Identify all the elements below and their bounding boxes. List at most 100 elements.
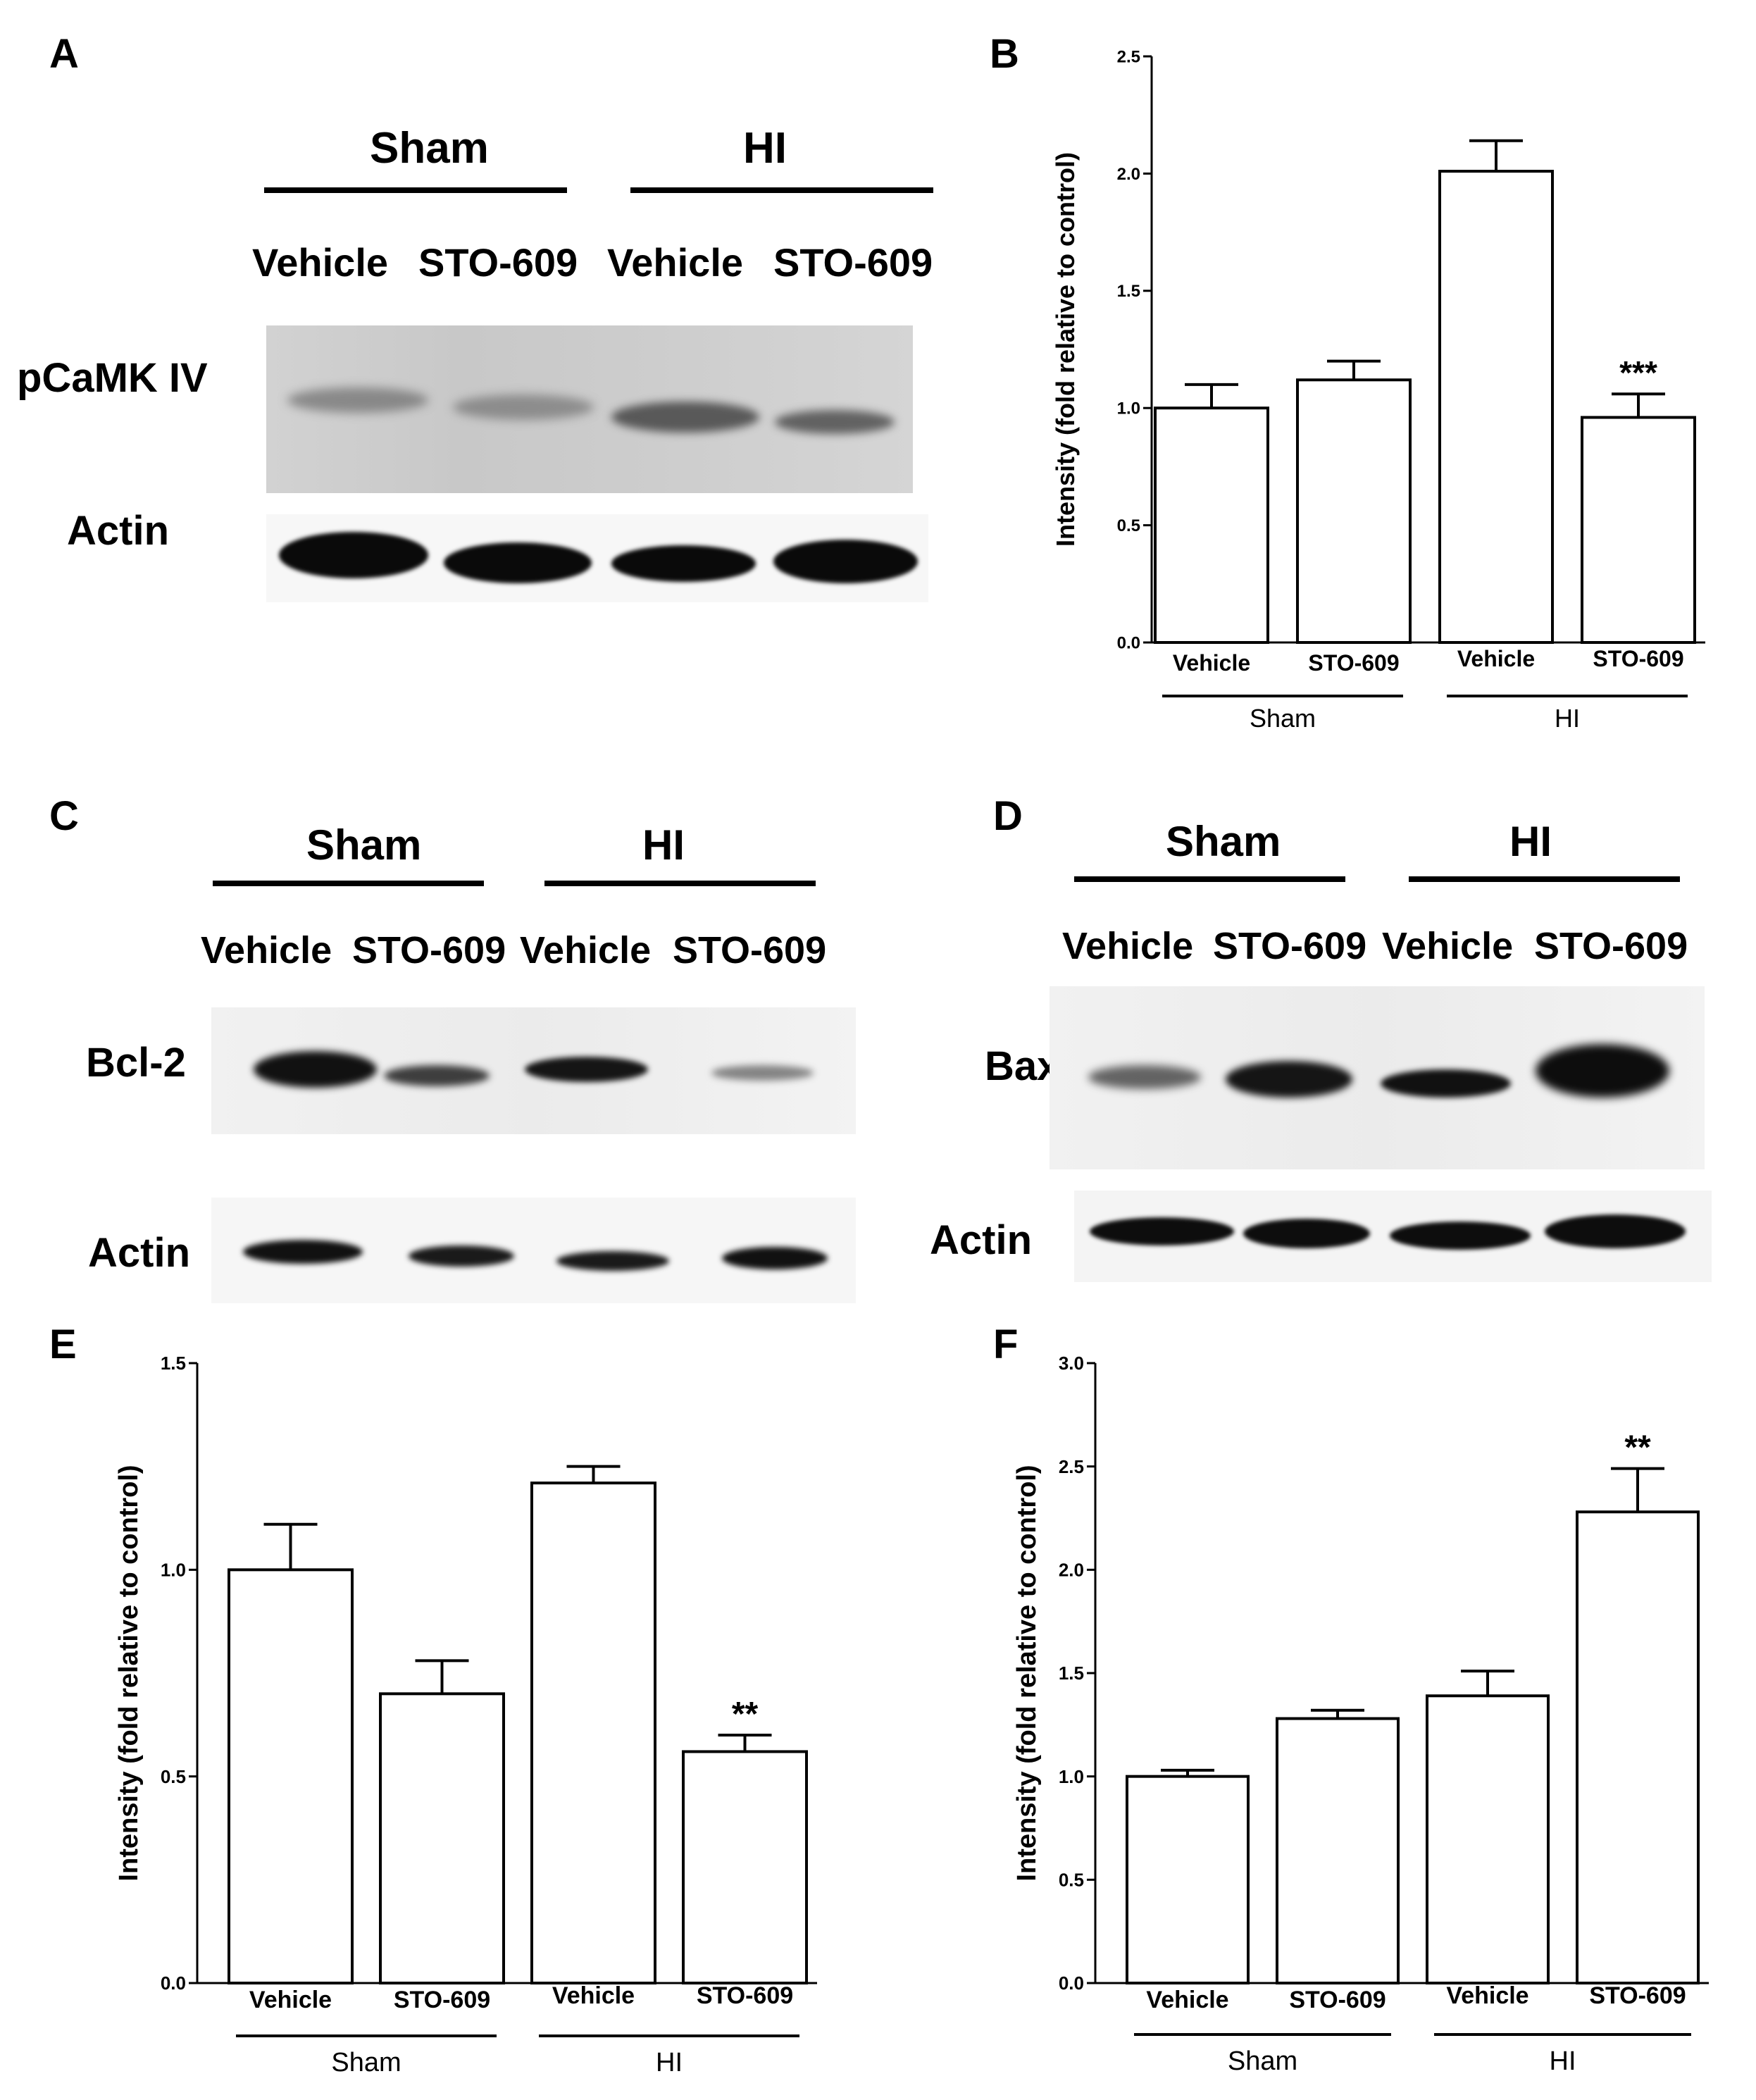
y-tick-label: 0.0 xyxy=(1059,1972,1084,1994)
group-label: HI xyxy=(1550,2046,1576,2076)
group-label-hi: HI xyxy=(642,821,685,869)
lane-label-3: Vehicle xyxy=(520,929,652,971)
bar xyxy=(1296,378,1412,644)
y-tick-label: 1.0 xyxy=(1059,1766,1084,1787)
panel-label-f: F xyxy=(993,1322,1019,1367)
blot-bax xyxy=(1050,986,1705,1169)
y-axis-label: Intensity (fold relative to control) xyxy=(1012,1465,1042,1881)
panel-a: A Sham HI Vehicle STO-609 Vehicle STO-60… xyxy=(0,0,972,747)
x-tick-label: Vehicle xyxy=(1146,1987,1228,2013)
group-label-hi: HI xyxy=(743,124,787,173)
bar xyxy=(1426,1694,1550,1984)
group-label-sham: Sham xyxy=(1166,818,1281,865)
group-line-hi xyxy=(1409,876,1680,882)
panel-label-e: E xyxy=(49,1322,77,1367)
lane-label-3: Vehicle xyxy=(607,240,744,285)
x-tick-label: STO-609 xyxy=(697,1982,793,2009)
chart-f: 0.0 0.5 1.0 1.5 2.0 2.5 3.0 Intensity (fold rel… xyxy=(1012,1353,1709,2076)
panel-e: E 0.0 0.5 1.0 1.5 Intensity (fold relative t… xyxy=(0,1324,880,2100)
panel-label-a: A xyxy=(49,31,79,77)
bar xyxy=(228,1568,354,1985)
panel-d: D Sham HI Vehicle STO-609 Vehicle STO-60… xyxy=(916,775,1756,1324)
y-tick-label: 1.0 xyxy=(161,1559,186,1580)
lane-label-2: STO-609 xyxy=(418,240,578,285)
group-label: Sham xyxy=(1228,2046,1297,2076)
y-tick-label: 2.5 xyxy=(1059,1456,1084,1477)
lane-label-1: Vehicle xyxy=(201,929,332,971)
group-label: Sham xyxy=(1250,704,1316,733)
y-tick-label: 2.0 xyxy=(1059,1559,1084,1580)
x-tick-label: Vehicle xyxy=(1173,650,1250,676)
y-tick-label: 1.0 xyxy=(1117,399,1140,418)
group-label: Sham xyxy=(331,2048,401,2077)
group-label-hi: HI xyxy=(1509,818,1552,865)
group-label: HI xyxy=(1555,704,1580,733)
panel-f: F 0.0 0.5 1.0 1.5 2.0 2.5 3.0 Intensity (fold r… xyxy=(916,1324,1756,2100)
y-tick-label: 0.5 xyxy=(1059,1869,1084,1890)
x-tick-label: Vehicle xyxy=(1457,646,1535,671)
group-line-hi xyxy=(630,187,933,193)
group-label-sham: Sham xyxy=(306,821,422,869)
significance-marker: ** xyxy=(1624,1429,1651,1467)
panel-label-c: C xyxy=(49,793,79,839)
lane-label-1: Vehicle xyxy=(252,240,389,285)
x-tick-label: STO-609 xyxy=(1308,650,1399,676)
bar xyxy=(379,1692,505,1984)
panel-b: B 0.0 0.5 1.0 1.5 2.0 2.5 Intensity (fold rela… xyxy=(972,0,1756,747)
row-label-actin: Actin xyxy=(930,1217,1032,1263)
x-tick-label: Vehicle xyxy=(249,1987,332,2013)
bar xyxy=(1276,1717,1400,1984)
bar xyxy=(1126,1775,1250,1985)
y-tick-label: 2.0 xyxy=(1117,165,1140,184)
bar xyxy=(682,1750,808,1984)
chart-e: 0.0 0.5 1.0 1.5 Intensity (fold relative to … xyxy=(114,1353,817,2077)
row-label-bcl2: Bcl-2 xyxy=(86,1040,186,1086)
lane-label-3: Vehicle xyxy=(1382,925,1514,967)
group-label: HI xyxy=(656,2048,683,2077)
lane-label-4: STO-609 xyxy=(773,240,933,285)
y-tick-label: 1.5 xyxy=(1117,282,1140,301)
panel-c: C Sham HI Vehicle STO-609 Vehicle STO-60… xyxy=(0,775,902,1324)
y-tick-label: 2.5 xyxy=(1117,47,1140,66)
x-tick-label: Vehicle xyxy=(552,1982,635,2009)
lane-label-2: STO-609 xyxy=(1213,925,1367,967)
lane-label-1: Vehicle xyxy=(1062,925,1194,967)
blot-actin-d xyxy=(1074,1191,1712,1282)
chart-b: 0.0 0.5 1.0 1.5 2.0 2.5 Intensity (fold relati… xyxy=(1051,47,1705,733)
y-tick-label: 0.5 xyxy=(1117,516,1140,535)
panel-label-d: D xyxy=(993,793,1023,839)
y-tick-label: 0.0 xyxy=(161,1972,186,1994)
group-line-sham xyxy=(1074,876,1345,882)
y-tick-label: 3.0 xyxy=(1059,1353,1084,1374)
blot-actin-a xyxy=(266,514,928,602)
blot-pcamk xyxy=(266,325,913,493)
significance-marker: *** xyxy=(1619,354,1657,391)
row-label-actin: Actin xyxy=(88,1230,190,1276)
lane-label-2: STO-609 xyxy=(352,929,506,971)
x-tick-label: STO-609 xyxy=(1289,1987,1386,2013)
panel-label-b: B xyxy=(990,31,1019,77)
group-line-sham xyxy=(264,187,567,193)
x-tick-label: STO-609 xyxy=(394,1987,490,2013)
blot-bcl2 xyxy=(211,1007,856,1134)
group-line-hi xyxy=(544,881,816,886)
row-label-actin: Actin xyxy=(67,508,169,554)
group-line-sham xyxy=(213,881,484,886)
blot-actin-c xyxy=(211,1198,856,1303)
x-tick-label: STO-609 xyxy=(1593,646,1683,671)
y-tick-label: 1.5 xyxy=(1059,1663,1084,1684)
bar xyxy=(1581,416,1696,645)
bar xyxy=(1576,1510,1700,1984)
bar xyxy=(1438,170,1554,644)
group-label-sham: Sham xyxy=(370,124,489,173)
bar xyxy=(530,1481,656,1984)
y-tick-label: 0.0 xyxy=(1117,633,1140,652)
row-label-pcamk: pCaMK IV xyxy=(17,355,208,401)
x-tick-label: STO-609 xyxy=(1589,1982,1686,2009)
y-axis-label: Intensity (fold relative to control) xyxy=(114,1465,144,1881)
y-tick-label: 0.5 xyxy=(161,1766,186,1787)
significance-marker: ** xyxy=(732,1696,759,1733)
y-axis-label: Intensity (fold relative to control) xyxy=(1051,152,1080,547)
x-tick-label: Vehicle xyxy=(1446,1982,1528,2009)
lane-label-4: STO-609 xyxy=(673,929,827,971)
